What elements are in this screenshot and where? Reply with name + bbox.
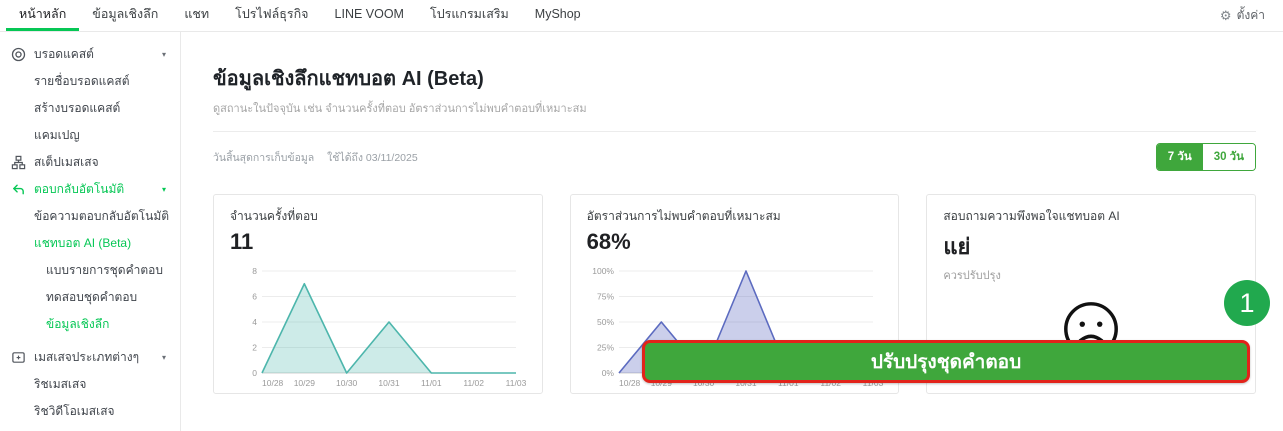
sidebar-item-label: ริชเมสเสจ [34, 377, 87, 391]
card-value: 68% [586, 229, 631, 254]
svg-text:50%: 50% [597, 317, 614, 327]
nav-business-profile[interactable]: โปรไฟล์ธุรกิจ [235, 7, 309, 21]
broadcast-icon [10, 47, 26, 63]
svg-text:10/31: 10/31 [378, 378, 400, 388]
page-title: ข้อมูลเชิงลึกแชทบอต AI (Beta) [213, 68, 484, 90]
card-title: อัตราส่วนการไม่พบคำตอบที่เหมาะสม [586, 209, 781, 223]
card-title: สอบถามความพึงพอใจแชทบอต AI [943, 209, 1120, 223]
chevron-down-icon: ▾ [161, 50, 166, 59]
card-subtitle: ควรปรับปรุง [943, 270, 1001, 282]
sidebar-item-auto-reply-messages[interactable]: ข้อความตอบกลับอัตโนมัติ [0, 203, 180, 230]
sidebar-item-label: ตอบกลับอัตโนมัติ [34, 182, 125, 196]
sidebar-item-broadcast-list[interactable]: รายชื่อบรอดแคสต์ [0, 68, 180, 95]
date-note-value: ใช้ได้ถึง 03/11/2025 [327, 151, 418, 164]
step-1-badge: 1 [1224, 280, 1270, 326]
step-message-icon [10, 155, 26, 171]
svg-text:2: 2 [252, 343, 257, 353]
chevron-down-icon: ▾ [161, 185, 166, 194]
answer-count-chart: 0 2 4 6 8 10/28 10/29 10/30 10/31 11/01 11/02 11/03 [252, 266, 526, 388]
chevron-down-icon: ▾ [161, 353, 166, 362]
svg-text:10/28: 10/28 [619, 378, 641, 388]
svg-text:10/28: 10/28 [262, 378, 284, 388]
sidebar: บรอดแคสต์ ▾ รายชื่อบรอดแคสต์ สร้างบรอดแค… [0, 32, 181, 431]
nav-insight[interactable]: ข้อมูลเชิงลึก [92, 7, 159, 21]
svg-text:100%: 100% [592, 266, 614, 276]
svg-text:25%: 25% [597, 343, 614, 353]
card-answer-count: จำนวนครั้งที่ตอบ 11 0 2 4 6 8 10/28 10/29 10/30… [213, 194, 543, 394]
sidebar-item-auto-reply[interactable]: ตอบกลับอัตโนมัติ ▾ [0, 176, 180, 203]
nav-line-voom[interactable]: LINE VOOM [334, 7, 404, 21]
svg-text:6: 6 [252, 292, 257, 302]
sidebar-item-step-message[interactable]: สเต็ปเมสเสจ [0, 149, 180, 176]
sidebar-item-label: ข้อมูลเชิงลึก [46, 317, 110, 331]
sidebar-item-label: แคมเปญ [34, 128, 80, 142]
top-nav: หน้าหลัก ข้อมูลเชิงลึก แชท โปรไฟล์ธุรกิจ… [0, 0, 1283, 32]
sidebar-item-label: รายชื่อบรอดแคสต์ [34, 74, 130, 88]
sidebar-item-label: บรอดแคสต์ [34, 47, 94, 61]
svg-text:0: 0 [252, 368, 257, 378]
svg-text:75%: 75% [597, 292, 614, 302]
improve-answer-set-button[interactable]: ปรับปรุงชุดคำตอบ [642, 340, 1250, 383]
message-types-icon [10, 350, 26, 366]
sidebar-item-test-answer-set[interactable]: ทดสอบชุดคำตอบ [0, 284, 180, 311]
header-divider [213, 131, 1256, 132]
sidebar-item-create-broadcast[interactable]: สร้างบรอดแคสต์ [0, 95, 180, 122]
card-title: จำนวนครั้งที่ตอบ [230, 209, 318, 223]
svg-text:8: 8 [252, 266, 257, 276]
card-value: แย่ [943, 234, 971, 259]
sidebar-item-label: ข้อความตอบกลับอัตโนมัติ [34, 209, 170, 223]
sidebar-item-broadcast[interactable]: บรอดแคสต์ ▾ [0, 41, 180, 68]
date-note-label: วันสิ้นสุดการเก็บข้อมูล [213, 151, 315, 164]
svg-text:10/31: 10/31 [735, 378, 757, 388]
svg-text:10/29: 10/29 [650, 378, 672, 388]
page-subtitle: ดูสถานะในปัจจุบัน เช่น จำนวนครั้งที่ตอบ … [213, 103, 587, 115]
sidebar-item-label: แชทบอต AI (Beta) [34, 236, 132, 250]
sidebar-item-rich-video-message[interactable]: ริชวิดีโอเมสเสจ [0, 398, 180, 425]
date-range-toggle: 7 วัน 30 วัน [1155, 143, 1256, 171]
svg-text:11/02: 11/02 [820, 378, 841, 388]
sidebar-item-campaign[interactable]: แคมเปญ [0, 122, 180, 149]
svg-text:10/30: 10/30 [336, 378, 358, 388]
svg-text:10/30: 10/30 [693, 378, 715, 388]
nav-chat[interactable]: แชท [184, 7, 210, 21]
sidebar-item-label: แบบรายการชุดคำตอบ [46, 263, 163, 277]
sidebar-item-label: สร้างบรอดแคสต์ [34, 101, 121, 115]
svg-text:10/29: 10/29 [294, 378, 316, 388]
auto-reply-icon [10, 182, 26, 198]
svg-text:0%: 0% [601, 368, 614, 378]
nav-home[interactable]: หน้าหลัก [6, 0, 80, 31]
meta-row: วันสิ้นสุดการเก็บข้อมูล ใช้ได้ถึง 03/11/… [213, 143, 1256, 171]
svg-text:11/02: 11/02 [463, 378, 484, 388]
sidebar-item-rich-message[interactable]: ริชเมสเสจ [0, 371, 180, 398]
range-30days-button[interactable]: 30 วัน [1202, 144, 1255, 170]
sidebar-item-answer-set-list[interactable]: แบบรายการชุดคำตอบ [0, 257, 180, 284]
settings-label: ตั้งค่า [1236, 8, 1265, 22]
settings-button[interactable]: ⚙ ตั้งค่า [1220, 0, 1265, 31]
svg-text:4: 4 [252, 317, 257, 327]
sidebar-item-label: ริชวิดีโอเมสเสจ [34, 404, 115, 418]
sidebar-item-ai-chatbot[interactable]: แชทบอต AI (Beta) [0, 230, 180, 257]
gear-icon: ⚙ [1219, 8, 1232, 23]
data-collection-note: วันสิ้นสุดการเก็บข้อมูล ใช้ได้ถึง 03/11/… [213, 149, 418, 166]
sidebar-item-label: เมสเสจประเภทต่างๆ [34, 350, 140, 364]
range-7days-button[interactable]: 7 วัน [1156, 144, 1203, 170]
nav-addons[interactable]: โปรแกรมเสริม [429, 7, 509, 21]
card-value: 11 [230, 229, 254, 254]
sidebar-item-label: สเต็ปเมสเสจ [34, 155, 99, 169]
sidebar-item-message-types[interactable]: เมสเสจประเภทต่างๆ ▾ [0, 344, 180, 371]
sidebar-item-label: ทดสอบชุดคำตอบ [46, 290, 138, 304]
svg-text:11/03: 11/03 [862, 378, 882, 388]
sidebar-item-insights-active[interactable]: ข้อมูลเชิงลึก [0, 311, 180, 338]
nav-myshop[interactable]: MyShop [534, 7, 581, 21]
svg-text:11/01: 11/01 [778, 378, 799, 388]
svg-text:11/03: 11/03 [506, 378, 526, 388]
svg-text:11/01: 11/01 [421, 378, 442, 388]
